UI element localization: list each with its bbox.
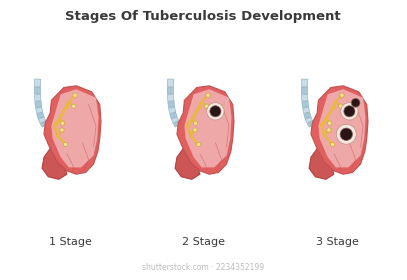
Bar — [35, 107, 43, 113]
Bar — [303, 107, 310, 113]
Circle shape — [340, 93, 344, 97]
Bar — [37, 112, 44, 118]
Polygon shape — [175, 149, 200, 179]
Circle shape — [60, 121, 65, 125]
Circle shape — [193, 121, 198, 125]
Circle shape — [330, 142, 335, 147]
Circle shape — [60, 128, 64, 132]
Bar — [307, 121, 315, 127]
Circle shape — [341, 103, 358, 120]
Bar — [171, 117, 179, 123]
Bar — [305, 117, 313, 123]
Circle shape — [206, 93, 210, 97]
Text: Stages Of Tuberculosis Development: Stages Of Tuberculosis Development — [65, 10, 341, 22]
Bar — [167, 95, 174, 101]
Bar — [34, 87, 41, 94]
Circle shape — [327, 128, 331, 132]
Polygon shape — [42, 149, 67, 179]
Text: shutterstock.com · 2234352199: shutterstock.com · 2234352199 — [142, 263, 264, 272]
Polygon shape — [184, 89, 232, 167]
Bar — [34, 79, 41, 87]
Circle shape — [197, 142, 201, 147]
Circle shape — [73, 93, 77, 97]
Circle shape — [339, 104, 343, 108]
Polygon shape — [177, 86, 234, 174]
Bar — [302, 101, 309, 108]
Bar — [170, 112, 177, 118]
Circle shape — [193, 128, 197, 132]
Bar — [167, 87, 173, 94]
Polygon shape — [318, 89, 365, 167]
Polygon shape — [51, 89, 98, 167]
Circle shape — [336, 124, 356, 144]
Text: 2 Stage: 2 Stage — [182, 237, 225, 247]
Polygon shape — [44, 86, 101, 174]
Bar — [167, 79, 174, 87]
Circle shape — [344, 106, 355, 117]
Bar — [40, 121, 48, 127]
Polygon shape — [311, 86, 368, 174]
Polygon shape — [309, 149, 334, 179]
Bar — [168, 107, 176, 113]
Circle shape — [72, 104, 76, 108]
Bar — [302, 95, 308, 101]
Circle shape — [327, 121, 332, 125]
Circle shape — [205, 104, 209, 108]
Text: 1 Stage: 1 Stage — [48, 237, 92, 247]
Text: 3 Stage: 3 Stage — [315, 237, 359, 247]
Circle shape — [340, 128, 352, 141]
Bar — [168, 101, 175, 108]
Circle shape — [207, 103, 224, 120]
Circle shape — [210, 106, 221, 117]
Bar — [35, 101, 42, 108]
Bar — [304, 112, 311, 118]
Bar — [38, 117, 46, 123]
Bar — [34, 95, 41, 101]
Bar — [301, 87, 308, 94]
Bar — [173, 121, 181, 127]
Circle shape — [63, 142, 68, 147]
Circle shape — [351, 99, 360, 107]
Bar — [301, 79, 308, 87]
